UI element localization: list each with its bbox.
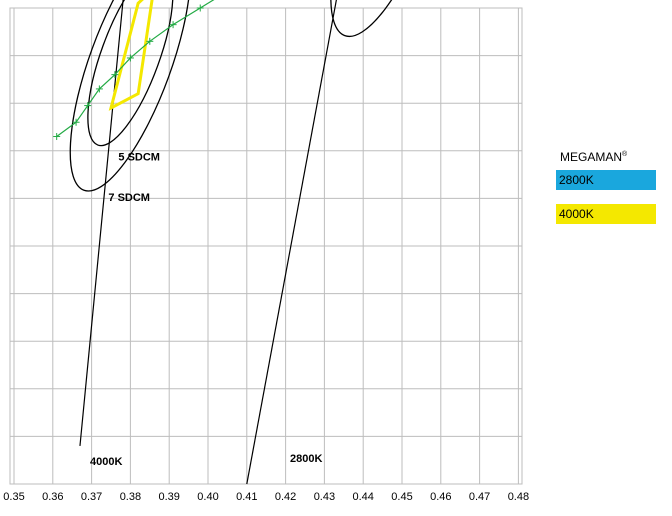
x-tick-label: 0.43 [314, 491, 335, 503]
planckian-locus-line [56, 0, 215, 138]
sdcm-label: 5 SDCM [118, 151, 160, 163]
isotherm-label: 4000K [90, 456, 122, 468]
sdcm-ellipse [330, 0, 451, 38]
legend-title-text: MEGAMAN [560, 150, 623, 164]
isotherm-line [79, 0, 124, 446]
legend-item-label: 2800K [559, 173, 594, 187]
x-tick-label: 0.41 [236, 491, 257, 503]
x-tick-label: 0.47 [469, 491, 490, 503]
legend-item-2800k: 2800K [556, 170, 656, 190]
registered-mark: ® [622, 151, 628, 158]
x-tick-label: 0.37 [81, 491, 102, 503]
plot-frame [9, 7, 523, 485]
legend: MEGAMAN® 2800K 4000K [556, 150, 672, 238]
x-tick-label: 0.48 [508, 491, 529, 503]
x-tick-label: 0.46 [430, 491, 451, 503]
legend-title: MEGAMAN® [560, 150, 672, 164]
quadrangle-4000K [108, 0, 154, 111]
sdcm-ellipse [87, 0, 174, 147]
legend-item-4000k: 4000K [556, 204, 656, 224]
isotherm-label: 2800K [290, 453, 322, 465]
x-tick-label: 0.42 [275, 491, 296, 503]
x-tick-label: 0.36 [42, 491, 63, 503]
x-tick-label: 0.38 [120, 491, 141, 503]
sdcm-ellipse [69, 0, 192, 192]
x-tick-label: 0.35 [3, 491, 24, 503]
x-tick-label: 0.39 [158, 491, 179, 503]
isotherm-line [246, 0, 337, 485]
x-tick-label: 0.40 [197, 491, 218, 503]
x-tick-label: 0.45 [391, 491, 412, 503]
x-tick-label: 0.44 [352, 491, 373, 503]
legend-item-label: 4000K [559, 207, 594, 221]
sdcm-label: 7 SDCM [108, 192, 150, 204]
